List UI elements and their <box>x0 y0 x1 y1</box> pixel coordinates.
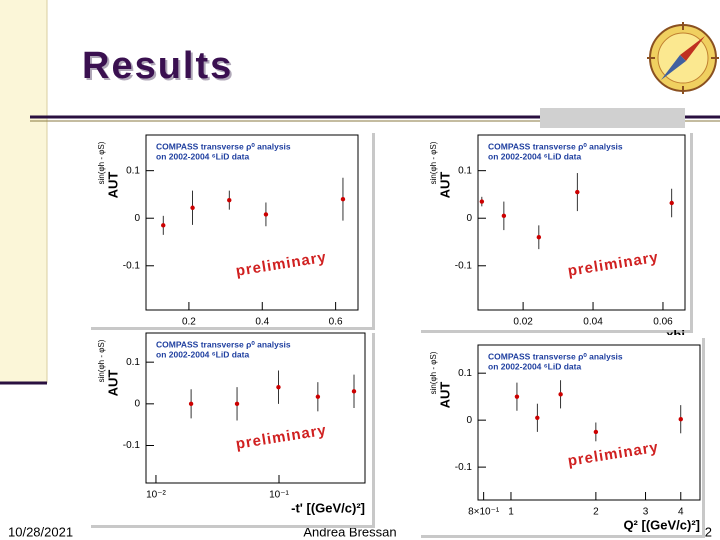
x-tick-label: 0.06 <box>653 317 673 328</box>
y-axis-label: AUT <box>437 172 452 199</box>
data-point <box>558 392 563 397</box>
side-band <box>0 0 47 383</box>
data-point <box>234 401 240 407</box>
data-point <box>669 200 674 206</box>
data-point <box>276 384 281 390</box>
x-axis-label: -t' [(GeV/c)²] <box>291 500 365 515</box>
data-point <box>340 196 346 202</box>
x-tick-label: 0.02 <box>513 317 533 328</box>
panel <box>88 330 372 525</box>
chart: 0.1 0 -0.1 0.02 0.04 0.06 COMPASS transverse ρ… <box>418 130 693 342</box>
x-tick-label: 0.2 <box>182 317 196 328</box>
y-tick-label: 0 <box>134 398 140 409</box>
slide-title: Results <box>82 45 233 87</box>
annotation: COMPASS transverse ρ⁰ analysis <box>156 141 291 151</box>
chart: 0.1 0 -0.1 10⁻² 10⁻¹ COMPASS transverse ρ⁰ an… <box>88 330 375 528</box>
y-axis-label: AUT <box>105 172 120 199</box>
y-axis-superscript: sin(φh - φS) <box>97 141 106 184</box>
data-point <box>678 417 683 422</box>
y-axis-superscript: sin(φh - φS) <box>97 339 106 382</box>
y-tick-label: -0.1 <box>123 260 141 271</box>
footer-author: Andrea Bressan <box>303 524 396 539</box>
data-point <box>479 199 485 204</box>
y-axis-superscript: sin(φh - φS) <box>429 141 438 184</box>
data-point <box>227 197 232 203</box>
panel <box>418 130 690 330</box>
y-tick-label: 0 <box>466 213 472 224</box>
chart: 0.1 0 -0.1 0.2 0.4 0.6 COMPASS transverse ρ⁰ a… <box>88 130 375 342</box>
y-tick-label: 0.1 <box>126 357 140 368</box>
data-point <box>514 394 520 399</box>
panel <box>88 130 372 327</box>
shade <box>540 108 685 128</box>
data-point <box>593 429 599 435</box>
y-tick-label: -0.1 <box>455 260 473 271</box>
y-tick-label: 0.1 <box>458 165 472 176</box>
annotation: on 2002-2004 ⁶LiD data <box>488 361 581 371</box>
x-tick-label: 10⁻² <box>146 490 166 501</box>
x-tick-label: 0.4 <box>255 317 269 328</box>
x-tick-label: 10⁻¹ <box>269 490 289 501</box>
logo <box>647 22 719 94</box>
footer-date: 10/28/2021 <box>8 524 73 539</box>
annotation: COMPASS transverse ρ⁰ analysis <box>156 339 291 349</box>
x-tick-label: 2 <box>593 507 599 518</box>
y-tick-label: 0 <box>466 415 472 426</box>
chart: 0.1 0 -0.1 8×10⁻¹ 1 2 3 4 COMPASS transverse ρ⁰ … <box>418 335 705 538</box>
data-point <box>501 213 507 219</box>
y-tick-label: -0.1 <box>123 440 141 451</box>
data-point <box>315 394 321 399</box>
x-tick-label: 1 <box>508 507 514 518</box>
data-point <box>190 205 195 210</box>
annotation: on 2002-2004 ⁶LiD data <box>156 349 249 359</box>
data-point <box>188 401 194 407</box>
y-axis-superscript: sin(φh - φS) <box>429 351 438 394</box>
x-tick-label: 4 <box>678 507 684 518</box>
plot-frame <box>477 344 701 501</box>
x-tick-label: 3 <box>643 507 649 518</box>
annotation: COMPASS transverse ρ⁰ analysis <box>488 141 623 151</box>
x-tick-label: 0.6 <box>329 317 343 328</box>
plot-frame <box>145 332 366 484</box>
y-axis-label: AUT <box>437 382 452 409</box>
data-point <box>263 212 269 217</box>
x-axis-label: Q² [(GeV/c)²] <box>623 517 700 532</box>
panel <box>418 335 702 535</box>
x-tick-label: 8×10⁻¹ <box>468 507 500 518</box>
y-tick-label: 0 <box>134 213 140 224</box>
y-axis-label: AUT <box>105 370 120 397</box>
annotation: COMPASS transverse ρ⁰ analysis <box>488 351 623 361</box>
data-point <box>161 223 166 228</box>
data-point <box>575 189 580 195</box>
plot-frame <box>145 134 359 311</box>
y-tick-label: -0.1 <box>455 462 473 473</box>
footer-page: 2 <box>705 524 712 539</box>
annotation: on 2002-2004 ⁶LiD data <box>156 151 249 161</box>
y-tick-label: 0.1 <box>458 368 472 379</box>
data-point <box>535 415 540 421</box>
x-tick-label: 0.04 <box>583 317 603 328</box>
data-point <box>351 389 357 394</box>
plot-frame <box>477 134 686 311</box>
annotation: on 2002-2004 ⁶LiD data <box>488 151 581 161</box>
data-point <box>536 235 542 240</box>
y-tick-label: 0.1 <box>126 165 140 176</box>
